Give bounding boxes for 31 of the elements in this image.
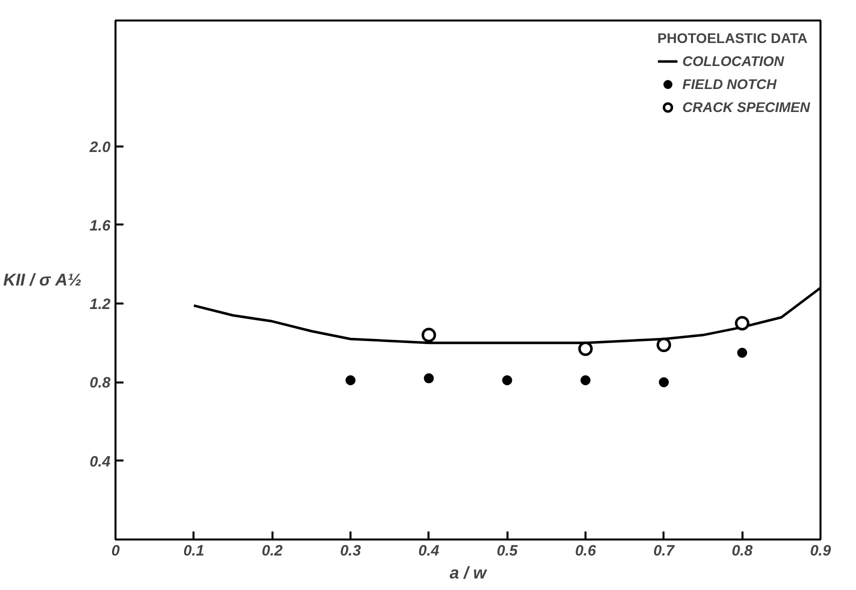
y-axis-title: KII / σ A½ bbox=[3, 270, 82, 290]
point bbox=[424, 373, 434, 384]
point bbox=[658, 377, 669, 388]
x-tick-label: 0 bbox=[111, 542, 120, 560]
point bbox=[734, 316, 750, 330]
x-tick-label: 0.7 bbox=[653, 542, 675, 560]
x-axis-title: a / w bbox=[450, 564, 488, 582]
y-tick-label: 2.0 bbox=[88, 138, 112, 156]
point bbox=[578, 342, 593, 356]
point bbox=[502, 375, 512, 386]
y-tick-label: 1.2 bbox=[90, 296, 112, 314]
y-tick-label: 0.8 bbox=[90, 374, 112, 392]
x-tick-label: 0.2 bbox=[262, 542, 284, 560]
x-tick-label: 0.6 bbox=[575, 542, 597, 560]
x-tick-label: 0.5 bbox=[496, 542, 518, 560]
point bbox=[656, 338, 672, 352]
y-tick-label: 0.4 bbox=[90, 453, 112, 470]
x-tick-label: 0.9 bbox=[810, 542, 832, 560]
legend-label: COLLOCATION bbox=[682, 53, 784, 69]
x-tick-label: 0.1 bbox=[183, 542, 204, 560]
point bbox=[422, 328, 436, 342]
x-tick-label: 0.8 bbox=[732, 542, 754, 560]
x-tick-label: 0.4 bbox=[418, 542, 440, 560]
y-tick-label: 1.6 bbox=[90, 217, 112, 234]
point bbox=[580, 375, 590, 386]
legend-label: CRACK SPECIMEN bbox=[682, 99, 810, 115]
legend-label: FIELD NOTCH bbox=[682, 76, 777, 92]
legend-title: PHOTOELASTIC DATA bbox=[657, 30, 809, 46]
x-tick-label: 0.3 bbox=[340, 542, 362, 560]
point bbox=[737, 348, 748, 358]
point bbox=[346, 375, 356, 386]
